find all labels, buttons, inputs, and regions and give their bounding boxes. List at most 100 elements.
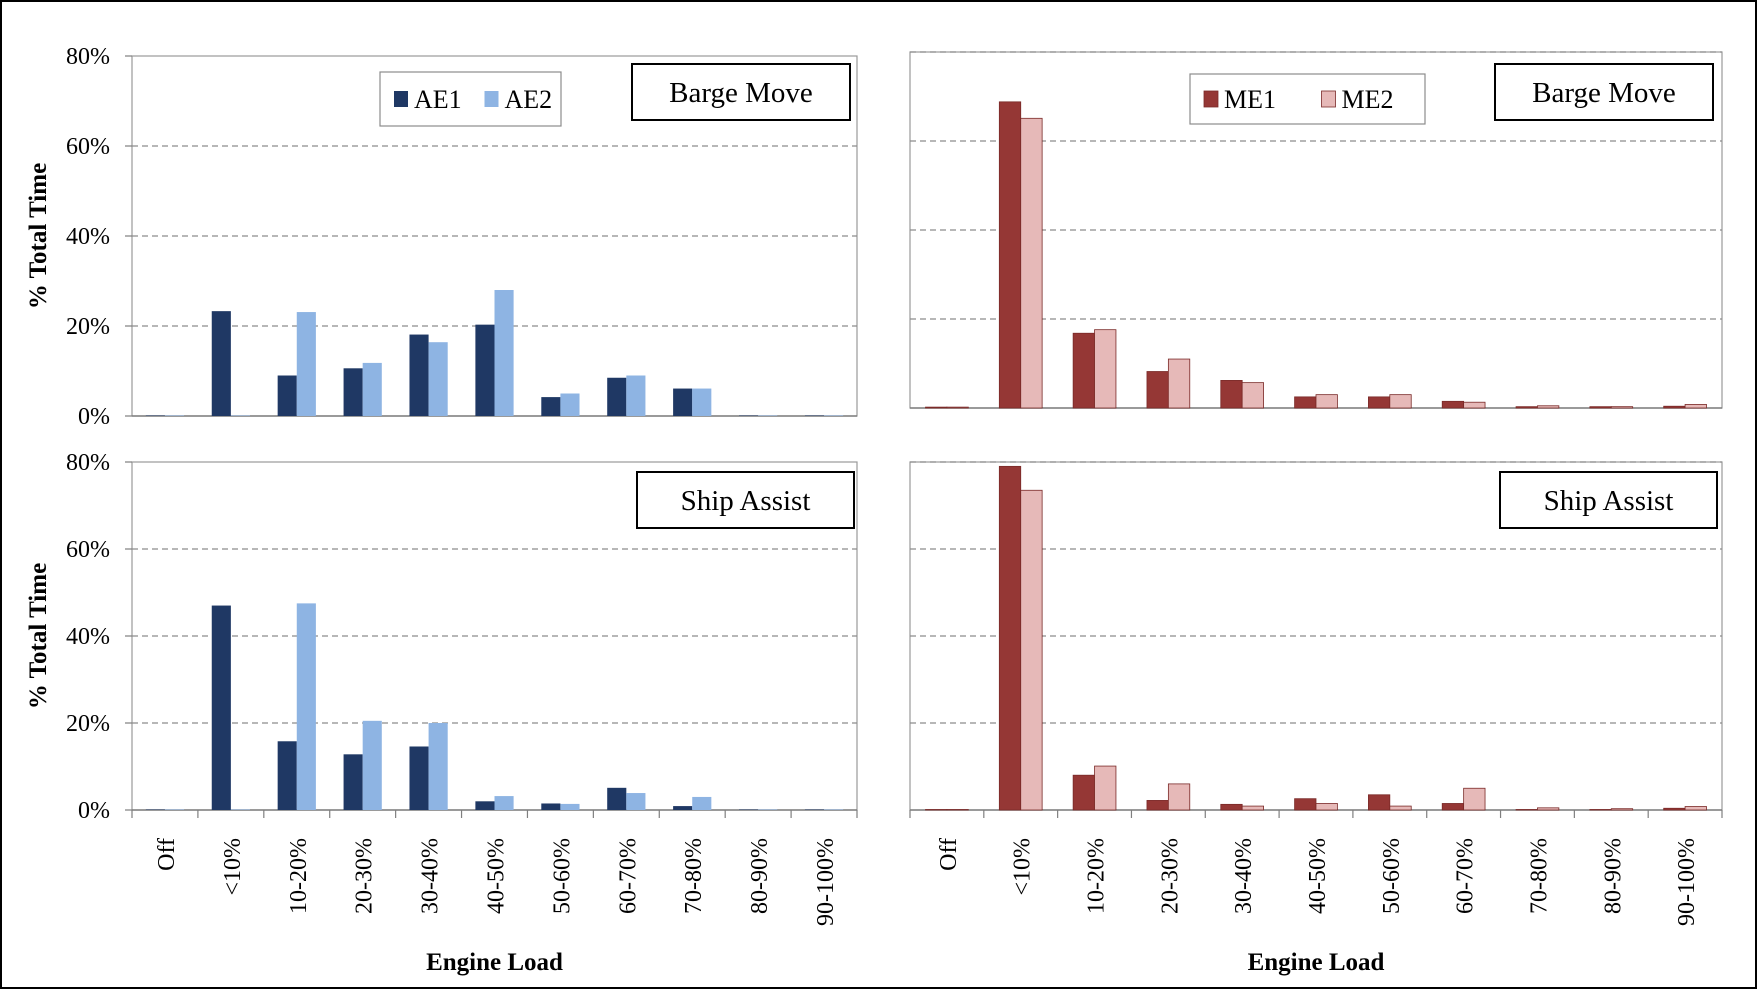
bar-ae2 (560, 393, 580, 416)
x-category-label: 50-60% (1379, 838, 1405, 914)
bar-ae2 (164, 809, 185, 810)
bar-ae2 (494, 290, 514, 416)
bar-me1 (1294, 798, 1317, 811)
bar-ae1 (211, 605, 231, 810)
bar-me2 (1463, 787, 1486, 811)
x-category-label: 60-70% (615, 838, 641, 914)
x-category-label: Off (936, 838, 962, 871)
x-category-label: 10-20% (1084, 838, 1110, 914)
bar-ae1 (804, 809, 825, 810)
bar-me1 (1220, 380, 1243, 409)
bar-me2 (1315, 803, 1338, 811)
bar-ae1 (277, 741, 297, 810)
bar-ae1 (739, 415, 759, 416)
bar-me2 (1537, 807, 1560, 811)
y-tick-label: 20% (66, 314, 110, 340)
y-tick-label: 0% (78, 404, 110, 430)
legend-swatch-ae1 (394, 91, 408, 107)
bar-me2 (1241, 805, 1264, 811)
bar-me2 (946, 809, 969, 811)
legend-label-me1: ME1 (1224, 85, 1276, 114)
x-axis-title: Engine Load (1248, 949, 1385, 976)
bar-ae1 (343, 754, 363, 810)
bar-me1 (1220, 803, 1243, 811)
bar-ae2 (296, 312, 316, 416)
bar-ae1 (211, 311, 231, 416)
y-tick-label: 80% (66, 44, 110, 70)
bar-me1 (1294, 396, 1317, 409)
bar-ae2 (494, 796, 514, 810)
bar-me2 (1389, 394, 1412, 409)
x-axis-title: Engine Load (426, 949, 563, 976)
legend-label-ae2: AE2 (505, 85, 553, 114)
bar-ae2 (758, 415, 778, 416)
bar-ae2 (296, 603, 316, 810)
bar-ae1 (804, 415, 825, 416)
bar-ae1 (673, 388, 693, 416)
bar-ae2 (824, 415, 844, 416)
bar-ae1 (277, 375, 297, 416)
panel-title-box (1494, 63, 1714, 121)
bar-ae2 (626, 793, 646, 810)
bar-me2 (1537, 405, 1560, 409)
bar-me1 (1441, 803, 1465, 811)
y-axis-title: % Total Time (25, 163, 52, 309)
bar-me1 (925, 809, 948, 811)
y-tick-label: 40% (66, 624, 110, 650)
bar-me2 (1241, 382, 1264, 409)
bar-ae2 (362, 720, 382, 810)
bar-ae2 (626, 375, 646, 416)
x-category-label: 40-50% (1305, 838, 1331, 914)
bar-me1 (1146, 371, 1169, 409)
panel-title: Ship Assist (681, 485, 811, 517)
y-tick-label: 80% (66, 450, 110, 476)
bar-ae1 (145, 415, 165, 416)
bar-ae2 (230, 809, 250, 810)
bar-me1 (1072, 774, 1095, 811)
x-category-label: 70-80% (681, 838, 707, 914)
bar-ae1 (475, 801, 495, 810)
bar-me1 (1368, 794, 1391, 811)
bar-me2 (1315, 394, 1338, 409)
y-tick-label: 20% (66, 711, 110, 737)
bar-me2 (1463, 401, 1486, 409)
bar-me1 (998, 101, 1022, 409)
x-category-label: 30-40% (1231, 838, 1257, 914)
bar-me2 (946, 406, 969, 409)
bar-me1 (1515, 406, 1538, 409)
x-category-label: 70-80% (1526, 838, 1552, 914)
y-tick-label: 60% (66, 134, 110, 160)
x-category-label: 80-90% (1600, 838, 1626, 914)
top-right-panel: ME1 ME2 Barge Move (909, 51, 1723, 409)
bar-me1 (1368, 396, 1391, 409)
bar-me1 (1663, 807, 1686, 811)
bar-me2 (1610, 406, 1634, 409)
bar-ae2 (824, 809, 844, 810)
bar-me2 (1094, 765, 1117, 811)
bar-ae1 (607, 377, 627, 416)
bar-ae1 (739, 809, 759, 810)
x-category-label: 30-40% (418, 838, 444, 914)
bar-me2 (1094, 329, 1117, 409)
bar-ae2 (692, 796, 712, 810)
bar-me2 (1167, 783, 1191, 811)
x-category-label: Off (154, 838, 180, 871)
bar-ae1 (409, 746, 429, 810)
x-category-label: <10% (220, 838, 246, 896)
x-category-label: 60-70% (1453, 838, 1479, 914)
bar-ae2 (758, 809, 778, 810)
bar-me2 (1389, 805, 1412, 811)
panel-title-box (1499, 471, 1718, 529)
bar-me2 (1020, 117, 1043, 409)
bar-ae2 (428, 342, 448, 416)
panel-title-box (636, 471, 855, 529)
panel-title: Barge Move (1532, 77, 1676, 109)
x-category-label: 90-100% (813, 838, 839, 926)
bar-me2 (1610, 808, 1634, 811)
x-category-label: <10% (1010, 838, 1036, 896)
bar-me1 (1589, 809, 1612, 811)
bottom-right-panel: Off <10% 10-20% 20-30% 30-40% 40-50% 50-60% 60-… (909, 461, 1723, 976)
x-category-label: 90-100% (1674, 838, 1700, 926)
y-tick-label: 0% (78, 798, 110, 824)
